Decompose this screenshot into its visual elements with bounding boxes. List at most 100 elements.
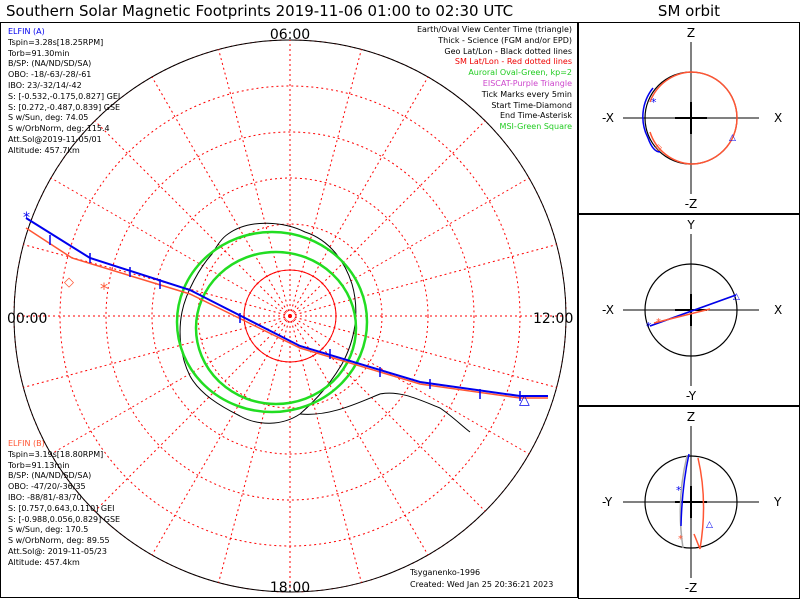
axis-label-bottom: -Y <box>686 389 697 403</box>
elfin-a-line: B/SP: (NA/ND/SD/SA) <box>8 59 92 69</box>
end-asterisk: * <box>656 317 661 328</box>
orbit-reference-line <box>679 455 688 549</box>
map-legend: Earth/Oval View Center Time (triangle) T… <box>417 25 572 133</box>
elfin-b-line: S: [0.757,0.643,0.110] GEI <box>8 503 115 513</box>
elfin-b-line: B/SP: (NA/ND/SD/SA) <box>8 471 92 481</box>
elfin-a-line: S w/Sun, deg: 74.05 <box>8 113 89 123</box>
elfin-a-line: Altitude: 457.7km <box>8 145 80 155</box>
axis-label-top: Y <box>686 218 695 232</box>
start-asterisk: * <box>651 96 657 109</box>
legend-item: SM Lat/Lon - Red dotted lines <box>454 57 572 67</box>
end-triangle: △ <box>706 520 713 530</box>
longitude-line <box>50 177 291 317</box>
oval-outer <box>175 230 369 414</box>
mlt-label-top: 06:00 <box>270 27 310 43</box>
legend-item: End Time-Asterisk <box>499 111 572 121</box>
elfin-a-line: Tspin=3.28s[18.25RPM] <box>8 37 104 47</box>
elfin-b-line: Tspin=3.19s[18.80RPM] <box>8 449 104 459</box>
elfin-b-orbit <box>649 71 738 165</box>
elfin-b-line: Att.Sol@: 2019-11-05/23 <box>8 546 107 556</box>
mlt-label-bottom: 18:00 <box>270 580 310 596</box>
view-center-triangle: △ <box>519 392 530 408</box>
footprint-map: * ◇ * △ 06:00 18:00 00:00 12:00 <box>0 22 578 598</box>
longitude-line <box>289 315 362 583</box>
longitude-line <box>50 315 291 455</box>
elfin-b-line: S w/OrbNorm, deg: 89.55 <box>8 536 110 546</box>
peninsula-path <box>299 392 471 433</box>
end-triangle: △ <box>729 133 736 143</box>
elfin-a-line: OBO: -18/-63/-28/-61 <box>8 70 92 80</box>
legend-item: Thick - Science (FGM and/or EPD) <box>438 35 572 45</box>
longitude-line <box>289 315 486 512</box>
elfin-a-orbit <box>680 453 690 527</box>
longitude-line <box>289 244 557 317</box>
legend-item: Earth/Oval View Center Time (triangle) <box>416 25 572 34</box>
elfin-a-line: S: [0.272,-0.487,0.839] GSE <box>8 102 121 112</box>
longitude-line <box>94 120 291 317</box>
longitude-line <box>289 315 530 455</box>
sm-orbit-title: SM orbit <box>657 2 721 20</box>
map-frame <box>0 22 578 598</box>
sm-orbit-xz-panel: * ◇ △ Z -Z -X X <box>578 22 800 214</box>
elfin-b-line: Altitude: 457.4km <box>8 557 80 567</box>
longitude-line <box>289 120 486 317</box>
axis-label-bottom: -Z <box>685 197 698 211</box>
model-label: Tsyganenko-1996 <box>410 568 481 577</box>
longitude-line <box>94 315 291 512</box>
legend-item: Auroral Oval-Green, kp=2 <box>468 68 572 78</box>
start-asterisk: * <box>646 320 652 333</box>
elfin-a-orbit <box>642 87 661 153</box>
elfin-b-line: OBO: -47/20/-36/35 <box>8 482 86 492</box>
axis-label-left: -Y <box>602 495 613 509</box>
longitude-line <box>23 315 291 388</box>
legend-item: EISCAT-Purple Triangle <box>482 78 572 88</box>
elfin-b-line: S: [-0.988,0.056,0.829] GSE <box>8 514 121 524</box>
axis-label-left: -X <box>602 303 614 317</box>
end-triangle: △ <box>733 292 740 302</box>
elfin-b-name: ELFIN (B) <box>8 439 45 448</box>
footprint-map-panel: * ◇ * △ 06:00 18:00 00:00 12:00 ELFIN (A) T… <box>0 22 578 598</box>
longitude-line <box>23 244 291 317</box>
legend-item: MSI-Green Square <box>499 122 572 132</box>
elfin-a-line: Torb=91.30min <box>8 48 70 58</box>
longitude-line <box>151 315 291 556</box>
longitude-line <box>151 76 291 317</box>
auroral-oval <box>175 230 369 414</box>
elfin-a-line: S: [-0.532,-0.175,0.827] GEI <box>8 91 121 101</box>
longitude-line <box>289 49 362 317</box>
axis-label-top: Z <box>687 26 695 40</box>
longitude-line <box>218 49 291 317</box>
axis-label-right: Y <box>773 495 782 509</box>
elfin-b-info: ELFIN (B) Tspin=3.19s[18.80RPM] Torb=91.… <box>8 439 120 569</box>
elfin-b-orbit <box>693 457 705 550</box>
created-label: Created: Wed Jan 25 20:36:21 2023 <box>410 580 554 589</box>
footprint-tracks: * ◇ * △ <box>23 210 548 408</box>
axis-label-left: -X <box>602 111 614 125</box>
legend-item: Start Time-Diamond <box>491 100 572 110</box>
longitude-line <box>289 315 429 556</box>
start-diamond: ◇ <box>64 275 74 290</box>
antarctica-coastline <box>179 222 471 433</box>
elfin-b-orbit <box>653 308 711 324</box>
coastline-path <box>179 222 357 424</box>
longitude-line <box>289 177 530 317</box>
axis-label-right: X <box>774 111 782 125</box>
elfin-a-line: S w/OrbNorm, deg: 115.4 <box>8 124 110 134</box>
oval-inner <box>194 250 358 406</box>
latitude-circle <box>105 131 475 501</box>
legend-item: Tick Marks every 5min <box>481 89 572 99</box>
longitude-line <box>289 76 429 317</box>
longitude-line <box>218 315 291 583</box>
latitude-circle <box>151 177 429 455</box>
sm-longitude-lines <box>14 40 566 592</box>
elfin-a-line: IBO: 23/-32/14/-42 <box>8 80 82 90</box>
elfin-a-info: ELFIN (A) Tspin=3.28s[18.25RPM] Torb=91.… <box>8 27 120 157</box>
sm-orbit-xy-panel: * * △ Y -Y -X X <box>578 214 800 406</box>
elfin-b-line: IBO: -88/81/-83/70 <box>8 492 82 502</box>
elfin-a-name: ELFIN (A) <box>8 27 45 36</box>
legend-item: Geo Lat/Lon - Black dotted lines <box>444 46 572 56</box>
sm-orbit-yz-panel: * * △ Z -Z -Y Y <box>578 406 800 599</box>
start-asterisk: * <box>676 484 682 497</box>
elfin-b-line: Torb=91.13min <box>8 460 70 470</box>
longitude-line <box>289 315 557 388</box>
